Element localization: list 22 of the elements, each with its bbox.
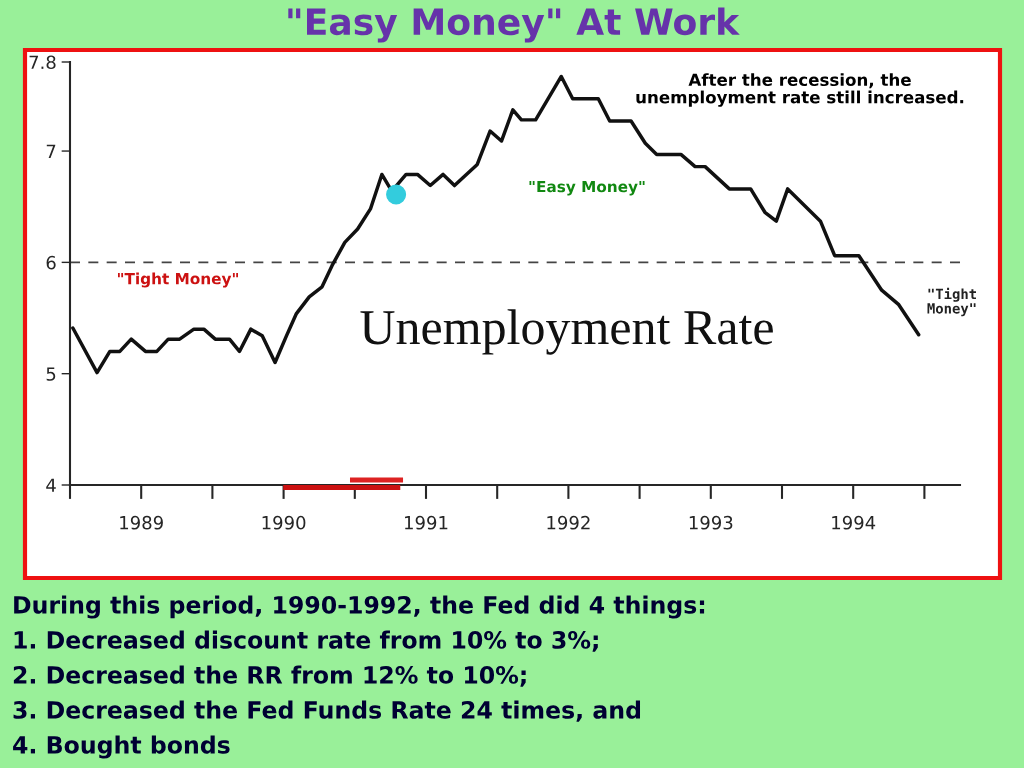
annotation: After the recession, the unemployment rate still increased.: [636, 73, 964, 107]
text: 4. Bought bonds: [13, 735, 230, 759]
x-tick-label: 1993: [689, 515, 733, 530]
x-tick-label: 1991: [405, 515, 448, 530]
x-tick-label: 1990: [262, 515, 306, 530]
chart-title: "Easy Money" At Work: [288, 7, 740, 43]
annotation: "Easy Money": [529, 180, 645, 196]
text: During this period, 1990-1992, the Fed did 4 things:: [14, 595, 705, 619]
annotation: "Tight Money": [118, 272, 238, 288]
y-tick-label: 4: [46, 478, 56, 492]
annotation: "Tight Money": [927, 287, 976, 317]
y-tick-label: 5: [46, 367, 56, 381]
annotation: Unemployment Rate: [360, 309, 773, 355]
y-tick-label: 7: [46, 144, 56, 158]
y-tick-label: 7.8: [29, 55, 56, 70]
text: 2. Decreased the RR from 12% to 10%;: [13, 665, 526, 687]
y-tick-label: 6: [46, 255, 56, 270]
x-tick-label: 1994: [832, 515, 876, 530]
x-tick-label: 1992: [547, 515, 590, 530]
text: 1. Decreased discount rate from 10% to 3%;: [14, 630, 598, 652]
x-tick-label: 1989: [120, 515, 163, 530]
text: 3. Decreased the Fed Funds Rate 24 times, and: [13, 700, 641, 722]
